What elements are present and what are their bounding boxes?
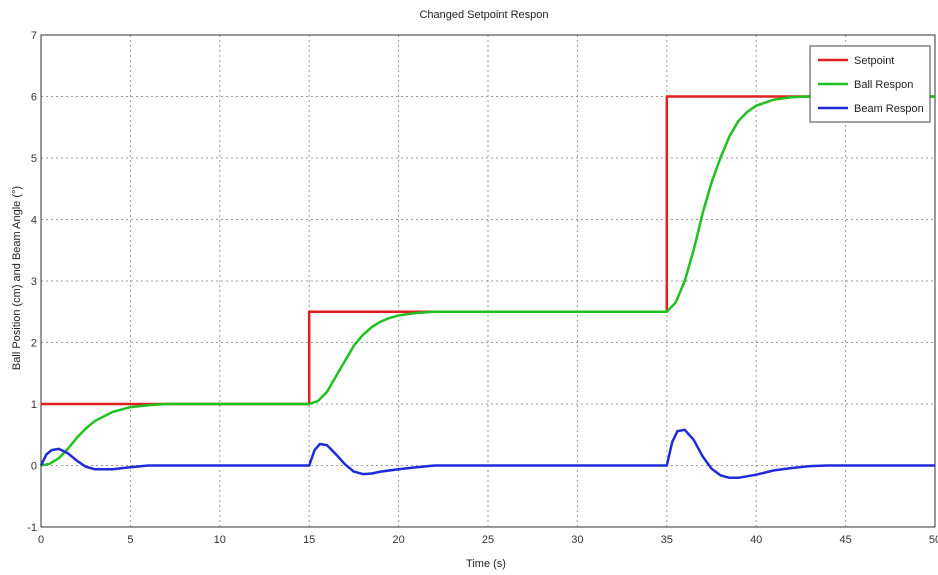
x-tick-label: 15 [303, 534, 315, 546]
x-tick-label: 10 [214, 534, 226, 546]
y-tick-label: 2 [31, 338, 37, 350]
x-tick-label: 45 [839, 534, 851, 546]
legend: Setpoint Ball Respon Beam Respon [809, 45, 931, 123]
y-axis-label: Ball Position (cm) and Beam Angle (°) [11, 186, 23, 370]
y-tick-label: 6 [31, 92, 37, 104]
y-tick-label: 1 [31, 399, 37, 411]
chart-title: Changed Setpoint Respon [419, 9, 548, 21]
x-tick-label: 30 [571, 534, 583, 546]
series-line-beam-respon [39, 428, 935, 480]
y-tick-label: 4 [31, 215, 37, 227]
series-line-ball-respon [40, 95, 935, 467]
legend-label: Ball Respon [854, 79, 913, 91]
legend-label: Beam Respon [854, 103, 924, 115]
y-tick-label: 0 [31, 461, 37, 473]
x-tick-label: 40 [750, 534, 762, 546]
x-tick-label: 25 [482, 534, 494, 546]
y-tick-label: 7 [31, 30, 37, 42]
x-tick-label: 0 [38, 534, 44, 546]
x-axis-label: Time (s) [466, 558, 506, 570]
y-tick-label: -1 [27, 522, 37, 534]
y-tick-label: 5 [31, 153, 37, 165]
y-tick-label: 3 [31, 276, 37, 288]
x-tick-label: 5 [127, 534, 133, 546]
x-tick-label: 20 [392, 534, 404, 546]
series-lines [39, 95, 935, 480]
x-tick-label: 35 [661, 534, 673, 546]
legend-label: Setpoint [854, 55, 894, 67]
x-tick-label: 50 [929, 534, 938, 546]
plot-frame [40, 34, 936, 528]
